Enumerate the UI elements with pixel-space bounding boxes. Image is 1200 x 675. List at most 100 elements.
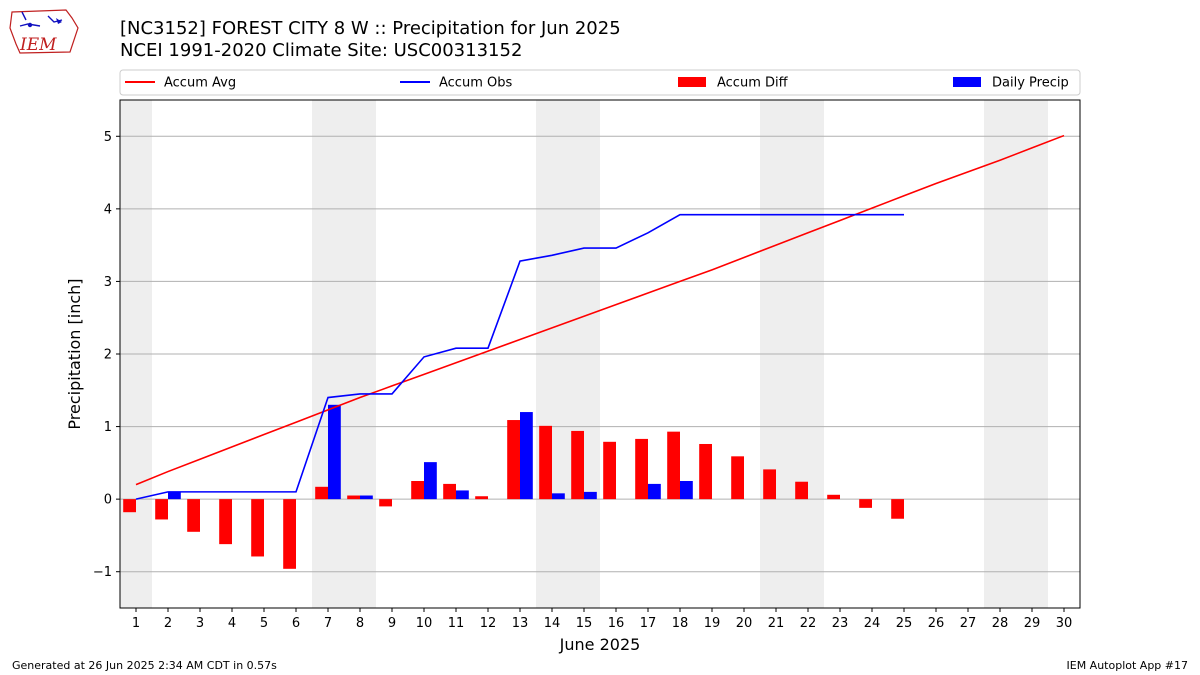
legend-swatch: [678, 77, 706, 87]
chart-title: [NC3152] FOREST CITY 8 W :: Precipitatio…: [120, 18, 621, 62]
x-tick-label: 28: [992, 616, 1009, 631]
x-tick-label: 23: [832, 616, 849, 631]
x-tick-label: 2: [164, 616, 172, 631]
iowa-map-icon: IEM: [9, 9, 79, 55]
accum-diff-bar: [315, 486, 328, 500]
accum-diff-bar: [283, 499, 296, 569]
gridlines: [120, 135, 1080, 573]
x-tick-label: 4: [228, 616, 236, 631]
x-tick-label: 22: [800, 616, 817, 631]
accum-diff-bar: [891, 499, 904, 519]
y-tick-label: −1: [93, 565, 112, 580]
x-tick-label: 8: [356, 616, 364, 631]
accum-diff-bar: [123, 499, 136, 513]
accum-obs-line: [135, 213, 904, 500]
x-tick-label: 27: [960, 616, 977, 631]
title-line-2: NCEI 1991-2020 Climate Site: USC00313152: [120, 40, 523, 61]
accum-diff-bar: [635, 438, 648, 500]
x-tick-label: 30: [1056, 616, 1073, 631]
x-tick-label: 16: [608, 616, 625, 631]
y-tick-label: 5: [104, 130, 112, 145]
iem-logo: IEM: [8, 6, 80, 60]
accum-diff-bar: [859, 499, 872, 508]
daily-precip-bar: [360, 495, 373, 500]
accum-diff-bar: [507, 420, 520, 500]
x-tick-label: 17: [640, 616, 657, 631]
legend-item-daily-precip: Daily Precip: [953, 76, 1069, 91]
legend-swatch: [953, 77, 981, 87]
legend-label: Accum Obs: [439, 76, 512, 91]
accum-diff-bar: [219, 499, 232, 545]
lines: [135, 134, 1065, 500]
x-tick-label: 18: [672, 616, 689, 631]
legend-item-accum-obs: Accum Obs: [400, 76, 512, 91]
x-tick-label: 19: [704, 616, 721, 631]
x-tick-label: 21: [768, 616, 785, 631]
y-tick-label: 1: [104, 420, 112, 435]
x-tick-label: 12: [480, 616, 497, 631]
legend-label: Daily Precip: [992, 76, 1069, 91]
y-tick-label: 4: [104, 202, 112, 217]
daily-precip-bar: [552, 493, 565, 500]
accum-diff-bar: [251, 499, 264, 557]
x-tick-label: 10: [416, 616, 433, 631]
accum-diff-bar: [475, 496, 488, 500]
legend-item-accum-avg: Accum Avg: [125, 76, 236, 91]
y-tick-label: 0: [104, 493, 112, 508]
legend: Accum Avg Accum Obs Accum Diff Daily Precip: [119, 69, 1081, 96]
svg-text:IEM: IEM: [19, 35, 57, 55]
x-tick-label: 20: [736, 616, 753, 631]
accum-diff-bar: [539, 425, 552, 500]
x-tick-label: 26: [928, 616, 945, 631]
x-tick-label: 11: [448, 616, 465, 631]
x-tick-label: 29: [1024, 616, 1041, 631]
x-axis-label: June 2025: [559, 635, 641, 654]
daily-precip-bar: [168, 491, 181, 500]
daily-precip-bar: [584, 491, 597, 500]
accum-diff-bar: [411, 481, 424, 500]
daily-precip-bar: [648, 483, 661, 500]
legend-label: Accum Diff: [717, 76, 789, 91]
accum-diff-bar: [443, 483, 456, 500]
x-tick-label: 13: [512, 616, 529, 631]
y-axis-label: Precipitation [inch]: [65, 278, 84, 429]
accum-diff-bar: [795, 481, 808, 500]
legend-label: Accum Avg: [164, 76, 236, 91]
accum-diff-bar: [347, 495, 360, 500]
accum-diff-bar: [603, 441, 616, 500]
footer-app: IEM Autoplot App #17: [1066, 659, 1189, 672]
legend-item-accum-diff: Accum Diff: [678, 76, 789, 91]
x-tick-label: 25: [896, 616, 913, 631]
bars: [123, 404, 904, 569]
accum-diff-bar: [379, 499, 392, 507]
x-tick-label: 15: [576, 616, 593, 631]
accum-diff-bar: [827, 494, 840, 500]
daily-precip-bar: [680, 481, 693, 500]
x-tick-label: 7: [324, 616, 332, 631]
daily-precip-bar: [520, 412, 533, 500]
accum-diff-bar: [187, 499, 200, 532]
accum-diff-bar: [155, 499, 168, 520]
accum-diff-bar: [763, 469, 776, 500]
x-tick-label: 5: [260, 616, 268, 631]
x-tick-label: 3: [196, 616, 204, 631]
x-tick-label: 24: [864, 616, 881, 631]
daily-precip-bar: [328, 404, 341, 500]
y-axis-ticks: −1 0 1 2 3 4 5: [93, 130, 120, 580]
y-tick-label: 2: [104, 348, 112, 363]
accum-avg-line: [135, 134, 1065, 486]
accum-diff-bar: [699, 443, 712, 500]
accum-diff-bar: [731, 456, 744, 500]
y-tick-label: 3: [104, 275, 112, 290]
x-tick-label: 14: [544, 616, 561, 631]
footer-generated: Generated at 26 Jun 2025 2:34 AM CDT in …: [12, 659, 277, 672]
title-line-1: [NC3152] FOREST CITY 8 W :: Precipitatio…: [120, 18, 621, 39]
accum-diff-bar: [667, 431, 680, 500]
daily-precip-bar: [424, 462, 437, 500]
legend-box: [119, 69, 1081, 96]
x-axis-ticks: 1 2 3 4 5 6 7 8 9 10 11 12 13 14 15 16 17 18 19 20 21 22 23 24 2…: [132, 608, 1072, 631]
x-tick-label: 9: [388, 616, 396, 631]
accum-diff-bar: [571, 430, 584, 500]
daily-precip-bar: [456, 490, 469, 500]
